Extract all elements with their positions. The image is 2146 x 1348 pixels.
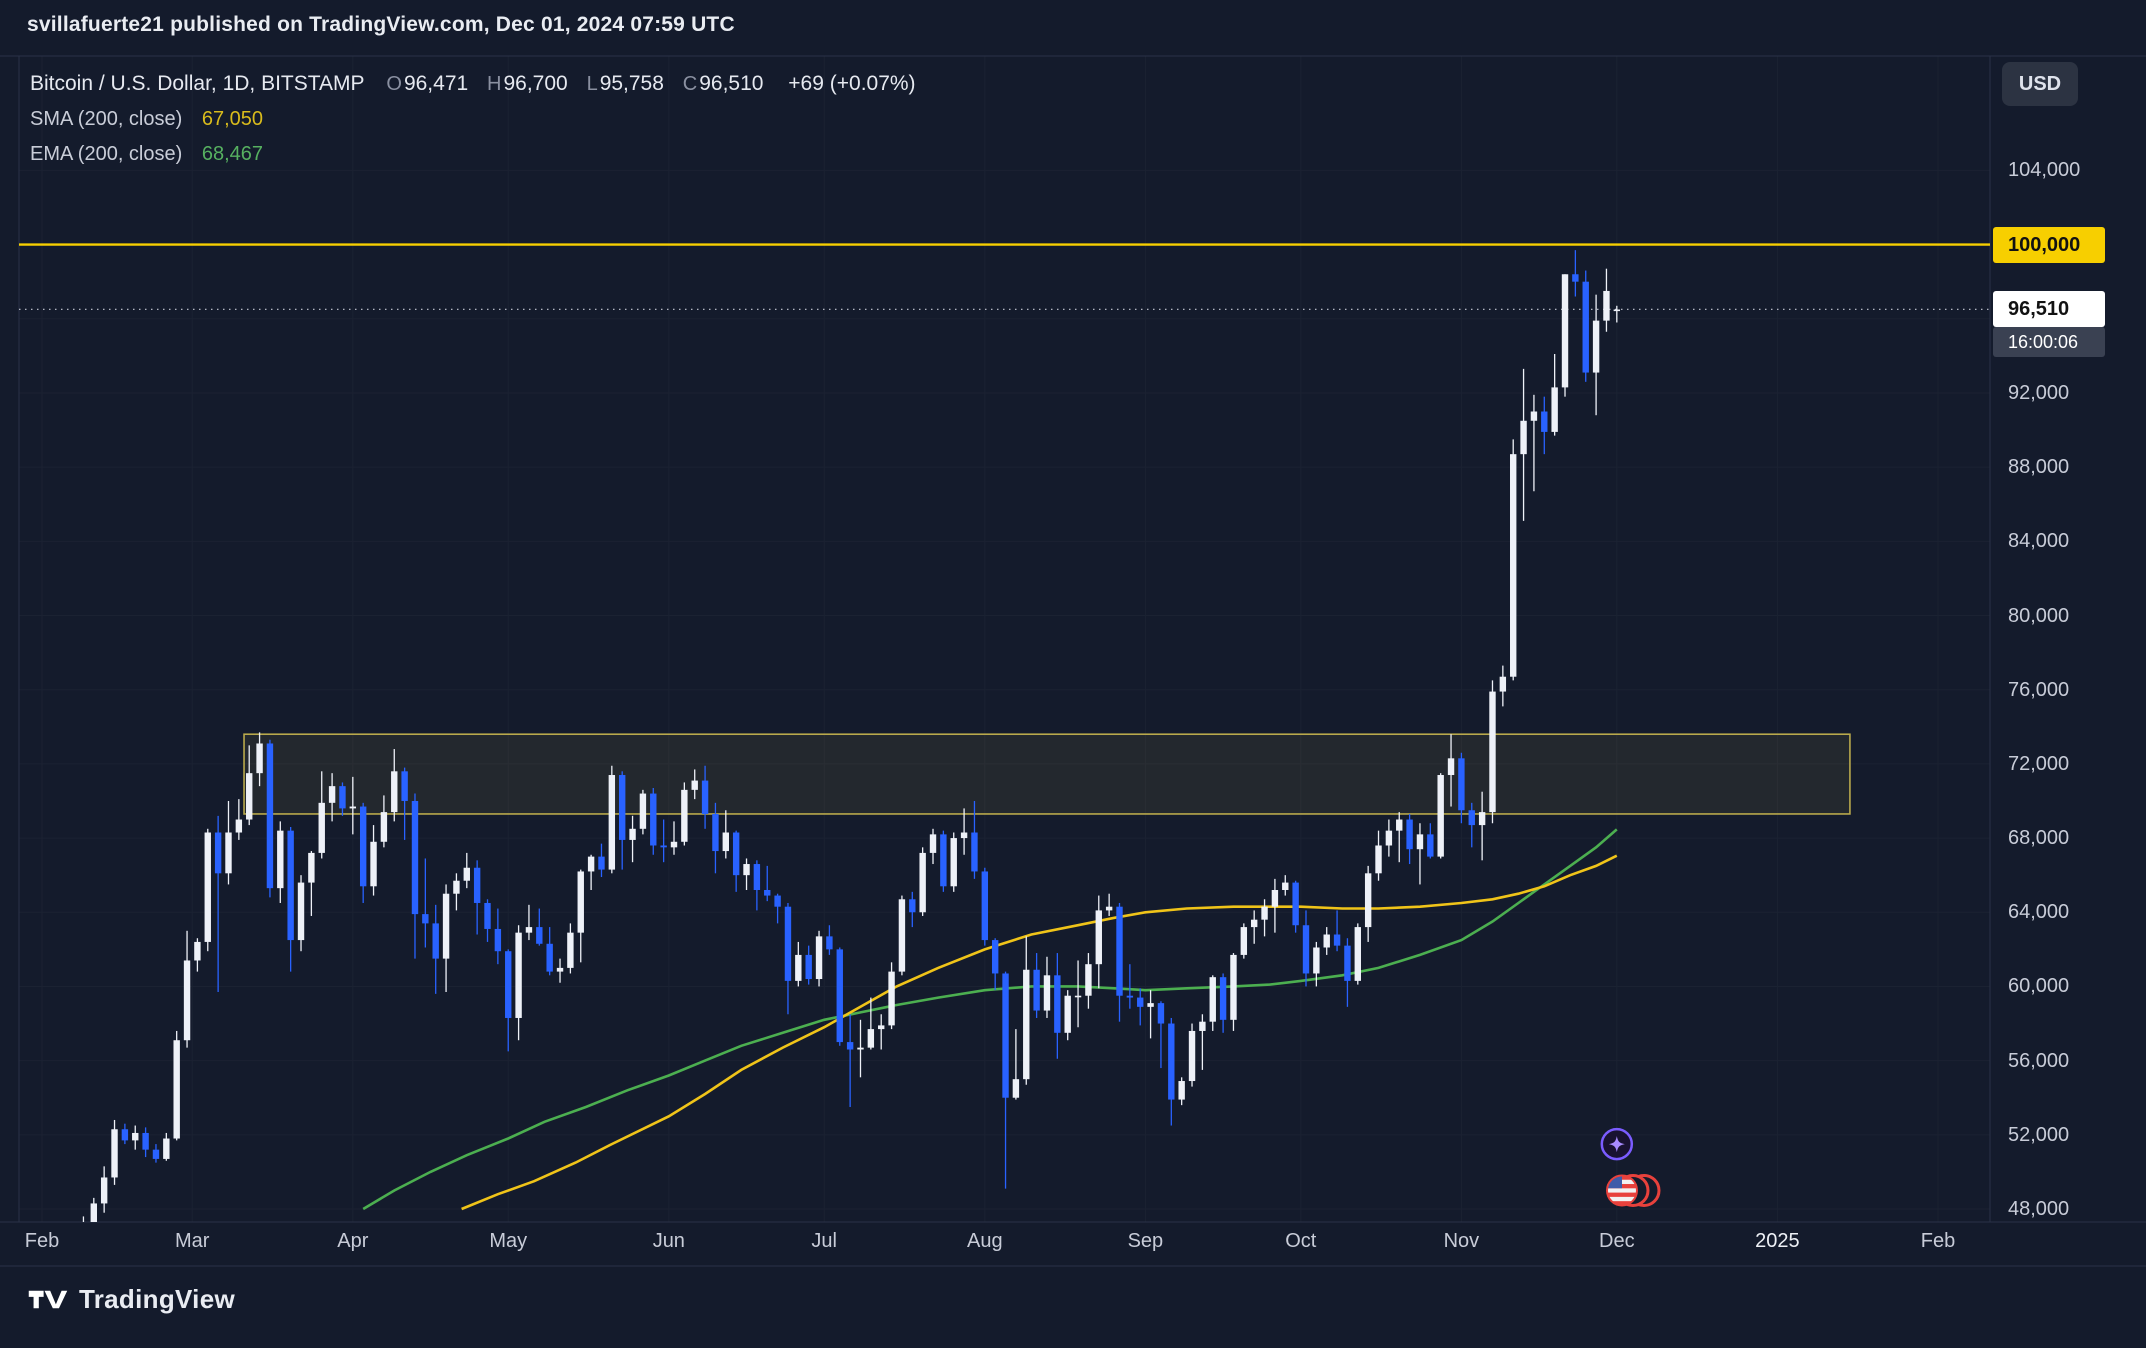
time-axis-label: Nov	[1443, 1230, 1480, 1252]
time-axis-label: Aug	[967, 1230, 1003, 1252]
close-label: C	[682, 73, 698, 95]
ema-value: 68,467	[201, 143, 264, 165]
price-tick-label: 68,000	[2008, 827, 2070, 850]
price-tick-label: 80,000	[2008, 604, 2070, 627]
change-value: +69 (+0.07%)	[788, 72, 916, 95]
time-axis-label: Feb	[1920, 1230, 1956, 1252]
candles-series[interactable]	[60, 250, 1621, 1328]
sma-value: 67,050	[201, 108, 264, 130]
price-tick-label: 92,000	[2008, 381, 2070, 404]
time-axis-label: Jun	[652, 1230, 685, 1252]
price-tick-label: 52,000	[2008, 1123, 2070, 1146]
ohlc-open: O96,471	[386, 72, 468, 95]
time-axis-label: Feb	[24, 1230, 60, 1252]
time-axis-label: Oct	[1285, 1230, 1317, 1252]
sma-legend-row: SMA (200, close) 67,050	[30, 108, 916, 131]
price-tick-label: 48,000	[2008, 1198, 2070, 1220]
ohlc-close: C96,510	[683, 72, 764, 95]
brand-text[interactable]: TradingView	[79, 1284, 235, 1314]
us-flag-event-icon[interactable]	[1605, 1173, 1661, 1207]
tradingview-logo-icon[interactable]	[27, 1288, 69, 1311]
price-tick-label: 88,000	[2008, 456, 2070, 479]
footer: TradingView	[27, 1284, 235, 1315]
price-tick-label: 72,000	[2008, 752, 2070, 775]
sma-200-line[interactable]	[461, 854, 1618, 1211]
chart-legend: Bitcoin / U.S. Dollar, 1D, BITSTAMP O96,…	[30, 72, 916, 166]
time-axis[interactable]: Feb Mar Apr May Jun Jul Aug Sep Oct Nov Dec 2025 Feb	[0, 1230, 2146, 1266]
price-axis[interactable]: 104,000 92,000 88,000 84,000 80,000 76,000 72,…	[1990, 56, 2146, 1222]
close-value: 96,510	[699, 72, 764, 95]
time-axis-label: Mar	[174, 1230, 210, 1252]
high-label: H	[487, 73, 502, 95]
attribution-text: svillafuerte21 published on TradingView.…	[27, 13, 735, 36]
ohlc-low: L95,758	[587, 72, 664, 95]
sma-label[interactable]: SMA (200, close)	[30, 108, 183, 130]
price-tick-label: 84,000	[2008, 530, 2070, 553]
time-axis-label: 2025	[1755, 1230, 1800, 1252]
low-value: 95,758	[599, 72, 664, 95]
open-label: O	[386, 73, 402, 95]
price-tick-label: 60,000	[2008, 975, 2070, 998]
price-tick-label: 104,000	[2008, 159, 2081, 182]
countdown-label: 16:00:06	[1993, 327, 2105, 358]
currency-toggle-button[interactable]: USD	[2002, 62, 2078, 106]
sparkle-event-icon[interactable]	[1600, 1127, 1634, 1161]
price-tick-label: 76,000	[2008, 678, 2070, 701]
ohlc-high: H96,700	[487, 72, 568, 95]
high-value: 96,700	[503, 72, 568, 95]
time-axis-label: Dec	[1599, 1230, 1635, 1252]
time-axis-label: Sep	[1127, 1230, 1164, 1252]
open-value: 96,471	[403, 72, 469, 95]
time-axis-label: May	[489, 1230, 528, 1252]
current-price-label: 96,510	[1993, 291, 2105, 328]
symbol-row: Bitcoin / U.S. Dollar, 1D, BITSTAMP O96,…	[30, 72, 916, 96]
price-tick-label: 56,000	[2008, 1049, 2070, 1072]
time-axis-label: Jul	[811, 1230, 837, 1252]
low-label: L	[586, 73, 598, 95]
price-tick-label: 64,000	[2008, 901, 2070, 924]
time-axis-label: Apr	[337, 1230, 369, 1252]
supply-zone-box[interactable]	[243, 733, 1851, 815]
attribution-bar: svillafuerte21 published on TradingView.…	[0, 0, 2146, 56]
ema-label[interactable]: EMA (200, close)	[30, 143, 183, 165]
level-price-label: 100,000	[1993, 226, 2105, 263]
symbol-title[interactable]: Bitcoin / U.S. Dollar, 1D, BITSTAMP	[30, 72, 365, 95]
ema-200-line[interactable]	[362, 828, 1618, 1211]
ema-legend-row: EMA (200, close) 68,467	[30, 143, 916, 166]
